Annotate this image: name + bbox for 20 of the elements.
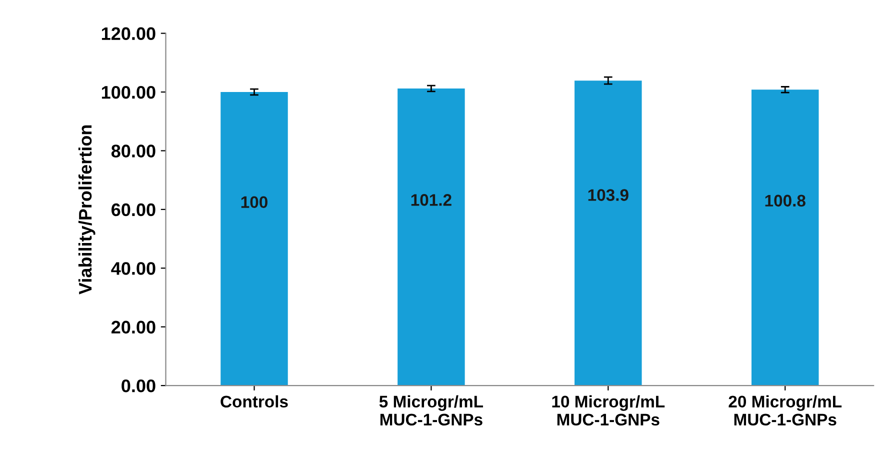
y-tick-label: 100.00 [102, 86, 156, 99]
data-label: 101.2 [411, 194, 452, 206]
x-tick-label: 10 Microgr/mL MUC-1-GNPs [552, 395, 665, 426]
data-label: 100.8 [765, 194, 806, 207]
y-tick-label: 20.00 [111, 320, 156, 334]
y-tick-label: 40.00 [111, 262, 156, 275]
y-tick-label: 0.00 [122, 379, 156, 392]
bar [574, 80, 642, 386]
x-tick-label: 20 Microgr/mL MUC-1-GNPs [728, 395, 842, 426]
bar [220, 92, 288, 386]
y-tick-label: 60.00 [112, 203, 156, 216]
y-tick-label: 120.00 [102, 27, 156, 40]
bar [752, 90, 819, 386]
x-tick-label: Controls [220, 395, 288, 408]
y-tick-label: 80.00 [111, 144, 156, 158]
data-label: 103.9 [588, 189, 628, 201]
x-tick-label: 5 Microgr/mL MUC-1-GNPs [379, 395, 484, 426]
bar [398, 88, 465, 386]
data-label: 100 [241, 196, 268, 208]
y-axis-title: Viability/Prolifertion [78, 125, 96, 294]
